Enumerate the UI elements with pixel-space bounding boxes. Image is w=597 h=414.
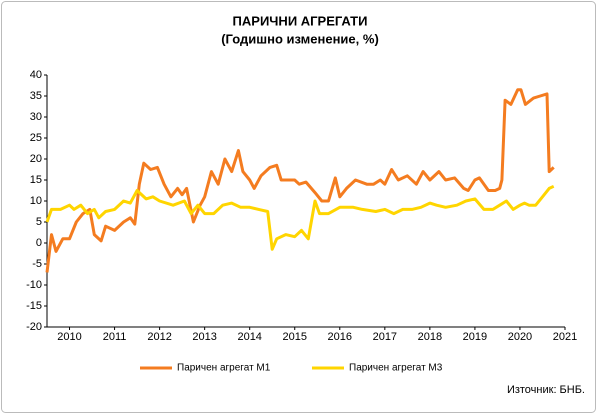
series-line [45,88,555,273]
x-tick-label: 2012 [147,331,171,343]
x-tick-label: 2018 [418,331,442,343]
x-tick-label: 2017 [373,331,397,343]
x-tick-label: 2016 [328,331,352,343]
y-tick-label: 15 [30,174,42,186]
y-tick-label: 0 [36,237,42,249]
legend-label: Паричен агрегат М3 [349,363,443,374]
x-tick-label: 2010 [57,331,81,343]
source-note: Източник: БНБ. [507,384,585,396]
y-tick-label: 40 [30,69,42,81]
chart-title: ПАРИЧНИ АГРЕГАТИ [233,13,368,28]
series-line [45,184,555,251]
legend-label: Паричен агрегат М1 [177,363,271,374]
x-tick-label: 2019 [463,331,487,343]
chart-subtitle: (Годишно изменение, %) [221,31,379,46]
y-tick-label: 30 [30,111,42,123]
y-tick-label: 35 [30,90,42,102]
x-tick-label: 2020 [508,331,532,343]
y-tick-label: -15 [26,300,42,312]
x-tick-label: 2011 [103,331,127,343]
x-tick-label: 2021 [553,331,577,343]
y-tick-label: -10 [26,279,42,291]
y-tick-label: -5 [32,258,42,270]
x-tick-label: 2013 [192,331,216,343]
x-tick-label: 2015 [282,331,306,343]
y-tick-label: 25 [30,132,42,144]
y-tick-label: -20 [26,321,42,333]
y-tick-label: 5 [36,216,42,228]
y-tick-label: 20 [30,153,42,165]
y-tick-label: 10 [30,195,42,207]
x-tick-label: 2014 [237,331,261,343]
